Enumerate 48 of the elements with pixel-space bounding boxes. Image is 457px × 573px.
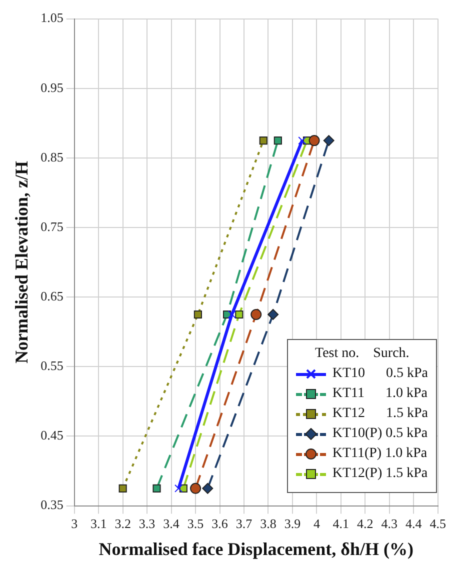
point (323, 135, 334, 146)
y-axis-title: Normalised Elevation, z/H (11, 161, 32, 364)
point (259, 136, 268, 145)
point (118, 484, 127, 492)
y-tick-label: 0.55 (40, 358, 64, 374)
legend-label: KT11 1.0 kPa (332, 386, 428, 402)
point (298, 136, 306, 145)
y-tick-label: 0.75 (40, 218, 64, 234)
point (308, 135, 320, 146)
y-tick-label: 0.35 (40, 497, 64, 512)
x-tick-label: 3.6 (212, 516, 228, 532)
x-tick-label: 3.7 (236, 516, 253, 532)
legend-label: KT12(P) 1.5 kPa (332, 466, 428, 482)
point (250, 308, 262, 320)
x-tick-label: 3.3 (138, 516, 156, 532)
point (190, 482, 202, 494)
x-tick-label: 4.1 (332, 516, 350, 532)
legend-label: KT10(P) 0.5 kPa (332, 426, 428, 442)
x-tick-label: 3.4 (163, 516, 180, 532)
legend-label: KT10 0.5 kPa (332, 366, 428, 382)
y-tick-label: 0.65 (40, 288, 64, 304)
point (152, 484, 161, 492)
x-tick-label: 4.5 (430, 516, 446, 532)
y-tick-label: 0.45 (40, 428, 64, 443)
point (268, 308, 279, 320)
legend-label: KT12 1.5 kPa (332, 406, 428, 422)
point (235, 310, 244, 319)
y-tick-label: 0.95 (40, 80, 64, 95)
point (228, 310, 236, 319)
y-tick-label: 0.85 (40, 149, 64, 164)
point (274, 136, 282, 145)
x-tick-label: 3 (71, 516, 78, 532)
x-tick-label: 4.2 (357, 516, 374, 532)
point (194, 310, 202, 319)
x-tick-label: 4.4 (406, 516, 422, 532)
point (202, 482, 214, 494)
x-tick-label: 3.5 (187, 516, 204, 532)
x-tick-label: 4.3 (381, 516, 398, 532)
x-tick-label: 3.9 (284, 516, 301, 532)
x-tick-label: 3.2 (114, 516, 131, 532)
point (174, 484, 183, 492)
x-tick-label: 3.1 (90, 516, 107, 532)
legend-title: Test no. Surch. (314, 346, 410, 362)
legend-label: KT11(P) 1.0 kPa (332, 446, 428, 462)
x-tick-label: 4 (313, 516, 320, 532)
y-tick-label: 1.05 (40, 10, 64, 26)
x-tick-label: 3.8 (260, 516, 276, 532)
x-axis-title: Normalised face Displacement, δh/H (%) (98, 538, 414, 559)
